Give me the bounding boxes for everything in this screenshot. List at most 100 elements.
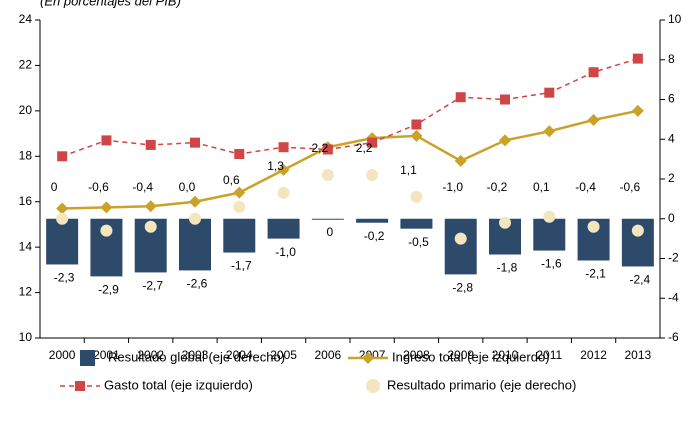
- dot-label: -0,6: [88, 180, 109, 194]
- dot-label: -0,6: [620, 180, 641, 194]
- legend-marker: [75, 381, 85, 391]
- dot-label: 1,1: [400, 163, 417, 177]
- line-marker: [101, 135, 112, 146]
- dot-label: -0,2: [487, 180, 508, 194]
- dot: [587, 220, 600, 233]
- line-marker: [544, 87, 555, 98]
- line-marker: [233, 186, 246, 199]
- dot: [454, 232, 467, 245]
- y2-tick-label: 6: [668, 92, 675, 106]
- y-tick-label: 14: [19, 239, 33, 253]
- dot: [233, 200, 246, 213]
- line-marker: [189, 195, 201, 208]
- y-tick-label: 20: [19, 103, 33, 117]
- line-marker: [190, 137, 200, 148]
- bar-label: -1,0: [275, 245, 296, 259]
- x-tick-label: 2000: [49, 348, 76, 362]
- dot-label: 2,2: [356, 141, 373, 155]
- dot: [321, 169, 334, 182]
- line-marker: [367, 137, 378, 148]
- dot: [100, 224, 113, 237]
- dot-label: -1,0: [442, 180, 463, 194]
- dot: [366, 169, 379, 182]
- x-tick-label: 2002: [137, 348, 164, 362]
- dot: [499, 216, 511, 229]
- x-tick-label: 2012: [580, 348, 607, 362]
- y2-tick-label: -4: [668, 290, 679, 304]
- y-tick-label: 16: [19, 194, 33, 208]
- y-tick-label: 12: [19, 285, 33, 299]
- line-marker: [56, 202, 69, 215]
- bar-label: -2,9: [98, 283, 119, 297]
- dot-label: -0,4: [132, 180, 153, 194]
- legend-label: Ingreso total (eje izquierdo): [392, 349, 550, 364]
- line-marker: [543, 125, 556, 138]
- bar: [444, 218, 477, 275]
- y2-tick-label: 2: [668, 171, 675, 185]
- line-marker: [144, 200, 157, 213]
- bar: [179, 218, 211, 271]
- y2-tick-label: -2: [668, 251, 679, 265]
- y-tick-label: 22: [19, 58, 33, 72]
- bar: [46, 218, 79, 265]
- line-marker: [145, 139, 156, 150]
- bar-label: -2,4: [630, 273, 651, 287]
- bar-label: -1,7: [231, 259, 252, 273]
- line-marker: [588, 67, 599, 78]
- line-marker: [410, 129, 423, 142]
- dot-label: 1,3: [267, 159, 284, 173]
- dot-label: 0: [51, 180, 58, 194]
- line: [61, 57, 639, 157]
- x-tick-label: 2009: [447, 348, 474, 362]
- bar: [311, 218, 344, 220]
- legend-dot: [366, 379, 380, 393]
- legend-label: Resultado primario (eje derecho): [387, 377, 576, 392]
- bar-label: -0,2: [364, 229, 385, 243]
- dot: [277, 186, 290, 199]
- bar: [356, 218, 389, 223]
- dot: [543, 210, 556, 223]
- x-tick-label: 2006: [315, 348, 342, 362]
- line-marker: [100, 201, 113, 214]
- x-tick-label: 2011: [536, 348, 562, 362]
- dot-label: 0,0: [179, 180, 196, 194]
- chart-subtitle: (En porcentajes del PIB): [40, 0, 181, 8]
- x-tick-label: 2003: [182, 348, 209, 362]
- y-tick-label: 24: [19, 12, 33, 26]
- x-tick-label: 2008: [403, 348, 430, 362]
- x-tick-label: 2013: [625, 348, 652, 362]
- line-marker: [631, 104, 644, 117]
- legend-marker: [362, 352, 374, 364]
- y2-tick-label: 10: [668, 12, 682, 26]
- dot-label: -0,4: [575, 180, 596, 194]
- bar-label: -1,8: [497, 261, 518, 275]
- bar-label: -2,1: [585, 267, 606, 281]
- x-tick-label: 2001: [93, 348, 120, 362]
- line-marker: [587, 113, 600, 126]
- x-tick-label: 2005: [270, 348, 297, 362]
- line-marker: [278, 142, 289, 153]
- line-marker: [57, 151, 68, 162]
- legend-swatch: [80, 350, 95, 366]
- x-tick-label: 2010: [492, 348, 519, 362]
- line-marker: [499, 134, 511, 147]
- bar-label: -2,3: [54, 271, 75, 285]
- dot: [189, 212, 201, 225]
- x-tick-label: 2004: [226, 348, 253, 362]
- y2-tick-label: 4: [668, 131, 675, 145]
- bar: [267, 218, 300, 239]
- dot-label: 0,6: [223, 173, 240, 187]
- y2-tick-label: -6: [668, 330, 679, 344]
- legend-label: Gasto total (eje izquierdo): [104, 377, 253, 392]
- line-marker: [455, 92, 466, 103]
- bar-label: 0: [327, 225, 334, 239]
- bar: [533, 218, 566, 251]
- line-marker: [234, 149, 245, 160]
- line-marker: [454, 154, 467, 167]
- line-marker: [411, 119, 422, 130]
- bar-label: -2,7: [142, 279, 163, 293]
- bar-label: -2,8: [452, 281, 473, 295]
- x-tick-label: 2007: [359, 348, 386, 362]
- dot: [144, 220, 157, 233]
- dot: [631, 224, 644, 237]
